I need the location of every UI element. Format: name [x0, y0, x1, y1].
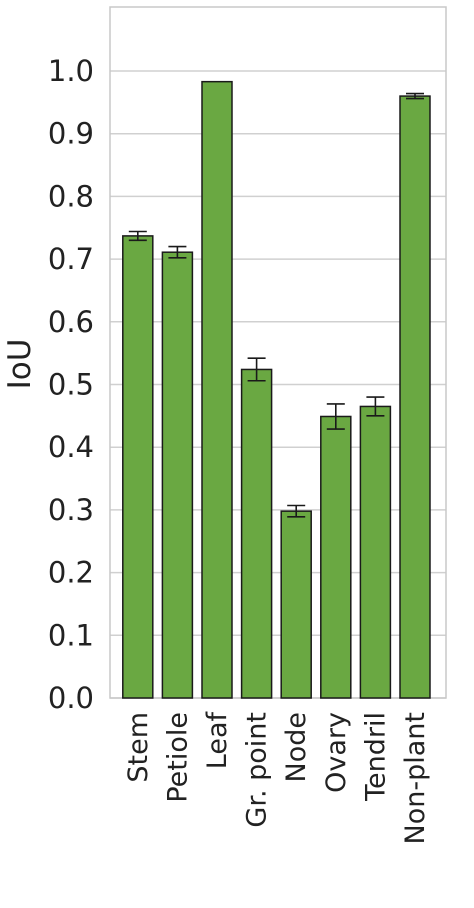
y-tick-label: 0.6	[48, 305, 94, 339]
x-tick-label: Leaf	[202, 711, 233, 770]
y-tick-labels: 0.0 0.1 0.2 0.3 0.4 0.5 0.6 0.7 0.8 0.9 1.0	[48, 54, 94, 715]
x-tick-label: Non-plant	[400, 712, 431, 844]
bars	[122, 80, 431, 699]
y-tick-label: 0.8	[48, 179, 94, 213]
plot-area	[110, 7, 446, 698]
x-tick-label: Node	[281, 712, 312, 782]
bar-petiole	[161, 251, 194, 699]
y-tick-label: 0.1	[48, 618, 94, 652]
y-tick-label: 0.5	[48, 368, 94, 402]
bar-non-plant	[399, 95, 431, 699]
x-tick-label: Stem	[123, 712, 154, 783]
x-tick-label: Petiole	[162, 712, 193, 803]
y-axis-label: IoU	[2, 339, 38, 390]
y-tick-label: 0.0	[48, 681, 94, 715]
bar-stem	[122, 235, 154, 699]
plot-frame	[109, 6, 447, 699]
bar-gr-point	[240, 368, 273, 699]
bar-tendril	[359, 405, 392, 699]
x-tick-label: Tendril	[360, 712, 391, 802]
x-tick-label: Ovary	[321, 712, 352, 793]
bar-leaf	[201, 80, 233, 699]
y-tick-label: 0.3	[48, 493, 94, 527]
bar-ovary	[320, 415, 352, 699]
bar-node	[280, 510, 312, 699]
y-tick-label: 0.2	[48, 556, 94, 590]
y-tick-label: 0.9	[48, 117, 94, 151]
error-bars	[128, 92, 424, 518]
x-tick-labels: Stem Petiole Leaf Gr. point Node Ovary Tendril…	[123, 711, 431, 845]
x-tick-label: Gr. point	[242, 712, 273, 828]
y-tick-label: 1.0	[48, 54, 94, 88]
y-tick-label: 0.7	[48, 242, 94, 276]
y-tick-label: 0.4	[48, 430, 94, 464]
